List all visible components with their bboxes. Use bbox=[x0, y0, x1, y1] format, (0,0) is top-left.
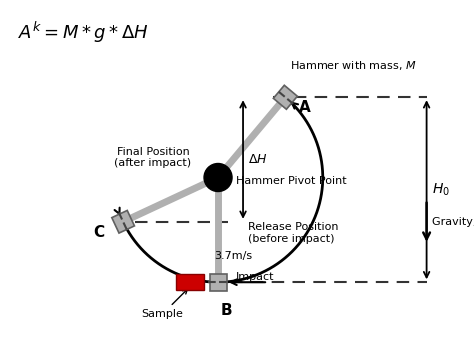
Text: $\Delta H$: $\Delta H$ bbox=[248, 153, 268, 166]
Text: Hammer with mass, $M$: Hammer with mass, $M$ bbox=[291, 59, 417, 72]
Circle shape bbox=[204, 164, 232, 191]
Text: $H_0$: $H_0$ bbox=[432, 181, 449, 198]
Text: A: A bbox=[299, 100, 311, 115]
Polygon shape bbox=[210, 274, 227, 291]
Polygon shape bbox=[112, 211, 135, 233]
Text: Gravity, g: Gravity, g bbox=[432, 217, 474, 227]
Text: C: C bbox=[93, 225, 104, 240]
Text: Final Position
(after impact): Final Position (after impact) bbox=[115, 147, 191, 168]
Text: Release Position
(before impact): Release Position (before impact) bbox=[248, 223, 338, 244]
Text: Hammer Pivot Point: Hammer Pivot Point bbox=[236, 176, 346, 186]
Text: B: B bbox=[221, 303, 233, 318]
Polygon shape bbox=[273, 85, 297, 109]
Text: 3.7m/s: 3.7m/s bbox=[214, 251, 252, 261]
Bar bbox=[176, 274, 204, 290]
Text: Impact: Impact bbox=[236, 273, 274, 283]
Text: $A^k = M * g * \Delta H$: $A^k = M * g * \Delta H$ bbox=[18, 20, 149, 45]
Text: Sample: Sample bbox=[141, 289, 187, 319]
